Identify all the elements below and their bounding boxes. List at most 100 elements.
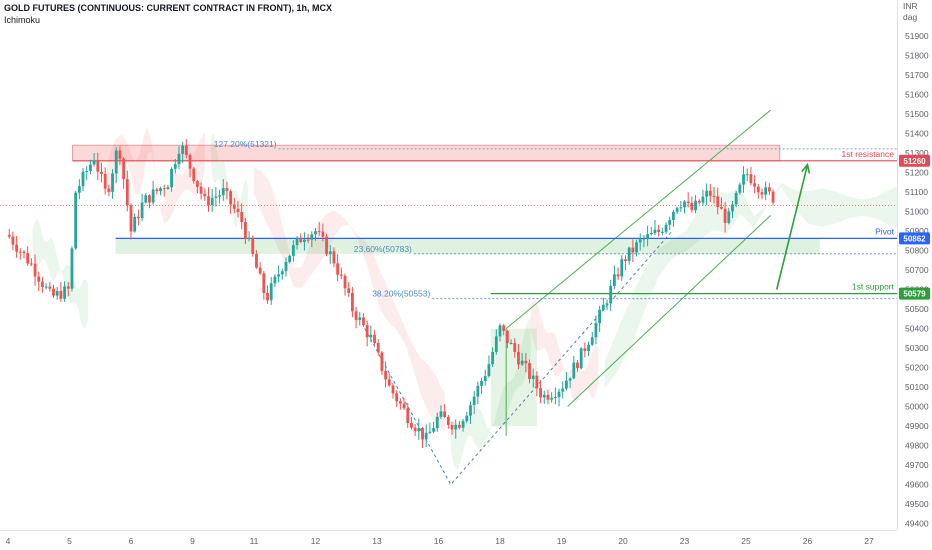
candle-body [756, 186, 760, 193]
ichimoku-cloud-bullish [32, 218, 88, 329]
candle-body [494, 336, 498, 352]
candle-body [232, 204, 236, 209]
price-axis-bg [897, 0, 932, 550]
candle-body [15, 244, 19, 252]
x-tick-label: 4 [6, 536, 11, 546]
candle-body [214, 196, 218, 198]
x-tick-label: 13 [372, 536, 382, 546]
candle-body [771, 191, 775, 203]
candle-body [77, 186, 81, 193]
candle-body [531, 375, 535, 380]
x-tick-label: 20 [618, 536, 628, 546]
y-tick-label: 50100 [905, 382, 929, 392]
y-tick-label: 50200 [905, 363, 929, 373]
candle-body [81, 171, 85, 187]
candle-body [472, 396, 476, 406]
candle-body [421, 427, 424, 440]
x-tick-label: 11 [250, 536, 259, 546]
x-tick-label: 18 [495, 536, 505, 546]
candle-body [483, 376, 487, 381]
candle-body [376, 343, 380, 353]
candle-body [199, 186, 203, 194]
candles [7, 139, 775, 448]
candle-body [565, 380, 568, 389]
candle-body [159, 188, 162, 192]
candle-body [380, 352, 384, 371]
y-tick-label: 49500 [905, 499, 929, 509]
candle-body [37, 276, 41, 282]
channel-upper-line [505, 109, 771, 329]
candle-body [151, 189, 155, 203]
pivot-price-tag-text: 50862 [903, 234, 926, 243]
annotations: 1st resistance Pivot 1st support [775, 149, 895, 292]
candle-body [690, 202, 694, 211]
candle-body [528, 363, 531, 380]
candle-body [708, 190, 712, 196]
candle-body [579, 348, 583, 369]
candle-body [624, 259, 627, 262]
support-label: 1st support [852, 282, 895, 292]
candle-body [188, 154, 192, 169]
candle-body [446, 417, 450, 425]
y-tick-label: 49900 [905, 421, 929, 431]
x-tick-label: 6 [129, 536, 134, 546]
y-tick-label: 51100 [905, 187, 928, 197]
unit-label: dag [903, 12, 917, 22]
ichimoku-cloud-bullish [210, 133, 248, 229]
y-tick-label: 51000 [905, 207, 929, 217]
candle-body [454, 424, 458, 430]
candle-body [686, 201, 690, 203]
candle-body [288, 255, 292, 262]
candle-body [129, 205, 133, 232]
y-tick-label: 51300 [905, 148, 929, 158]
candle-body [576, 362, 579, 369]
candle-body [767, 187, 771, 192]
candle-body [96, 160, 100, 172]
fib-label: 127.20%(51321) [214, 139, 277, 149]
candle-body [672, 211, 675, 220]
candle-body [22, 251, 26, 254]
candle-body [44, 286, 48, 288]
candle-body [450, 424, 454, 430]
resistance-label: 1st resistance [842, 149, 895, 159]
candle-body [753, 183, 757, 187]
candle-body [391, 385, 395, 394]
candle-body [660, 231, 664, 233]
candle-body [653, 229, 657, 234]
candle-body [590, 337, 594, 345]
channel-lower-line [567, 215, 771, 407]
ichimoku-cloud-bearish [254, 167, 445, 431]
candle-body [118, 150, 122, 159]
indicator-label: Ichimoku [4, 15, 41, 25]
candle-body [103, 173, 107, 189]
candle-body [716, 196, 720, 208]
resistance-price-tag [899, 154, 930, 167]
candle-body [395, 393, 399, 402]
candle-body [107, 188, 111, 192]
candle-body [406, 408, 410, 424]
candle-body [74, 192, 78, 249]
candle-body [712, 195, 716, 197]
candle-body [594, 323, 598, 338]
candle-body [196, 181, 199, 187]
candle-body [66, 286, 70, 289]
candle-body [631, 247, 635, 253]
candle-body [317, 231, 321, 233]
candle-body [247, 237, 251, 240]
candle-body [550, 397, 554, 400]
candle-body [683, 201, 686, 208]
candle-body [598, 309, 602, 324]
candle-body [498, 325, 502, 337]
candle-body [568, 378, 572, 381]
candle-body [325, 236, 328, 255]
candle-body [461, 421, 465, 428]
pivot-label: Pivot [875, 226, 895, 236]
candle-body [505, 330, 509, 344]
ichimoku-cloud-bearish [106, 126, 205, 224]
candle-body [649, 233, 653, 235]
y-tick-label: 49700 [905, 460, 929, 470]
ichimoku-cloud-bullish [450, 317, 531, 471]
candle-body [291, 245, 295, 256]
